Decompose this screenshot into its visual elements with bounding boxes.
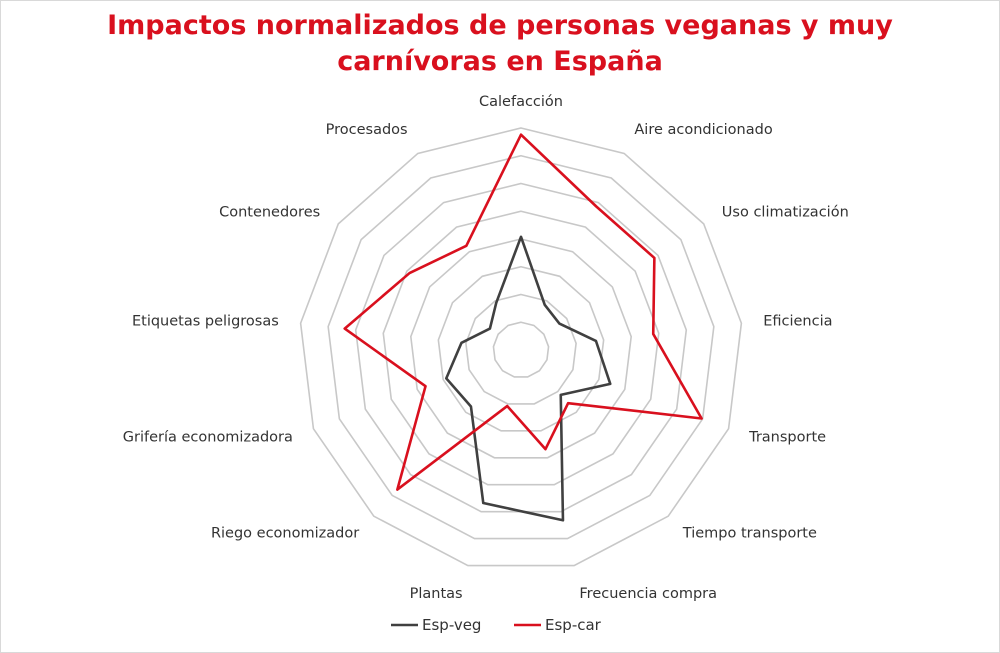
chart-title-line-1: Impactos normalizados de personas vegana…: [107, 10, 893, 41]
axis-label-7: Plantas: [410, 586, 463, 602]
legend: Esp-veg Esp-car: [391, 616, 602, 634]
axis-label-8: Riego economizador: [211, 526, 359, 542]
axis-label-0: Calefacción: [479, 94, 563, 110]
chart-title-line-2: carnívoras en España: [337, 46, 663, 77]
axis-label-6: Frecuencia compra: [579, 586, 717, 602]
series-line-esp-veg: [444, 235, 612, 522]
axis-label-12: Procesados: [326, 122, 408, 138]
axis-label-2: Uso climatización: [722, 204, 849, 220]
axis-label-11: Contenedores: [219, 204, 320, 220]
axis-label-3: Eficiencia: [763, 314, 832, 330]
series-line-esp-car: [343, 133, 703, 491]
axis-label-9: Grifería economizadora: [123, 430, 293, 446]
grid-ring-7: [327, 154, 715, 540]
grid-ring-5: [382, 210, 660, 486]
grid-ring-4: [409, 238, 633, 459]
radar-grid: [299, 127, 743, 567]
grid-ring-8: [299, 127, 743, 567]
grid-ring-3: [437, 265, 605, 432]
axis-labels: Calefacción Aire acondicionado Uso climati…: [123, 94, 849, 602]
axis-label-5: Tiempo transporte: [682, 526, 817, 542]
grid-ring-2: [465, 293, 577, 405]
grid-ring-1: [492, 321, 550, 378]
legend-label-esp-veg: Esp-veg: [422, 616, 481, 634]
axis-label-1: Aire acondicionado: [634, 122, 772, 138]
chart-title: Impactos normalizados de personas vegana…: [0, 8, 1000, 80]
legend-label-esp-car: Esp-car: [545, 616, 602, 634]
axis-label-10: Etiquetas peligrosas: [132, 314, 279, 330]
series-lines: [343, 133, 703, 522]
axis-label-4: Transporte: [748, 430, 826, 446]
